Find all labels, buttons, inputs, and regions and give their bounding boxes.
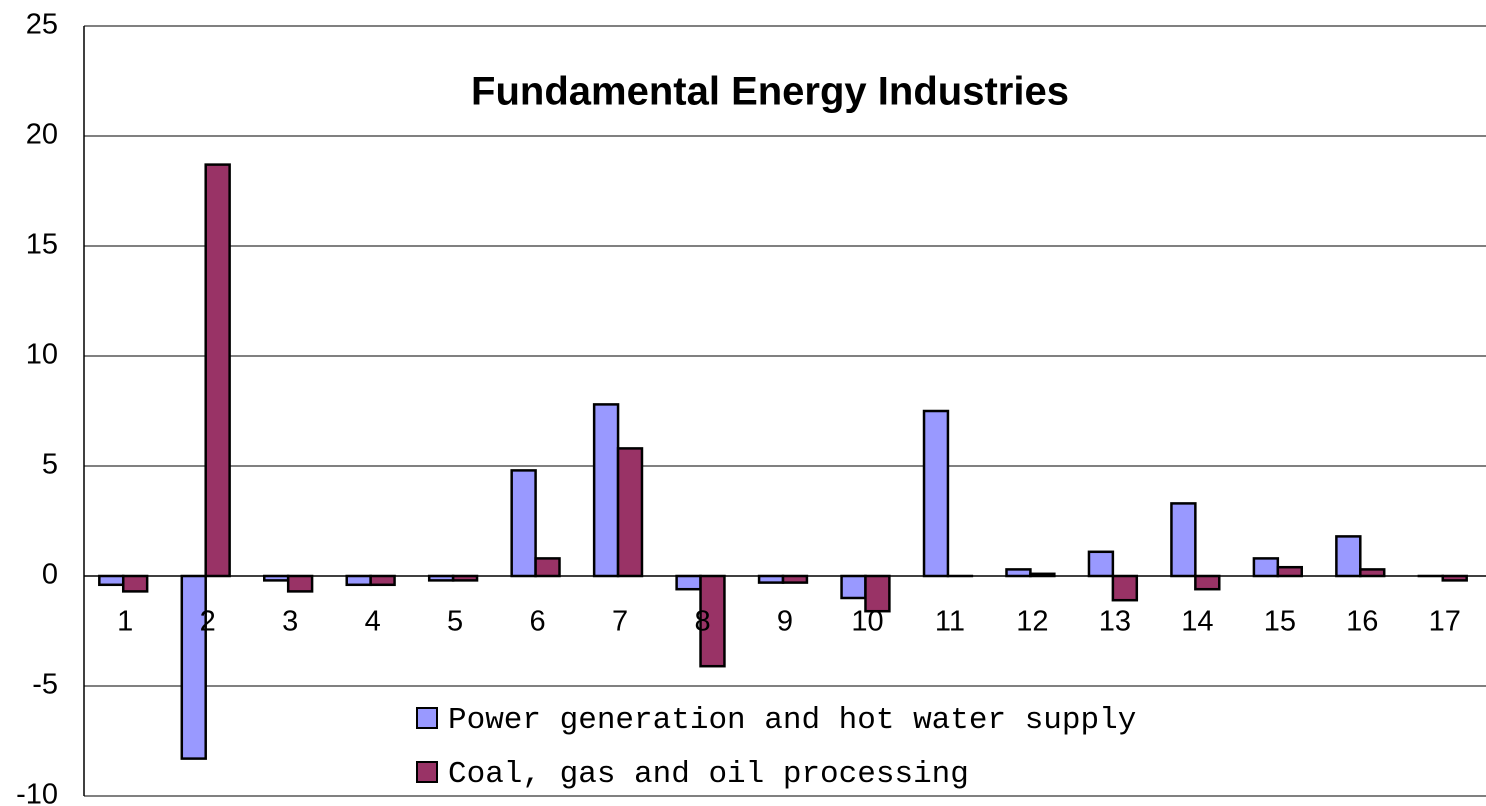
x-tick-label: 11 [935,606,965,638]
y-tick-label: 20 [26,119,58,151]
bar [121,574,149,593]
y-tick-label: 0 [42,559,58,591]
bar [98,574,125,587]
x-tick-label: 1 [117,606,133,638]
legend-label: Coal, gas and oil processing [448,757,969,792]
bar [204,163,231,578]
x-tick-label: 17 [1429,606,1461,638]
x-tick-label: 9 [777,606,793,638]
x-tick-label: 7 [612,606,628,638]
bar [1252,557,1280,578]
x-tick-label: 13 [1099,606,1131,638]
x-tick-label: 14 [1181,606,1213,638]
bar [1111,574,1139,602]
legend-label: Power generation and hot water supply [448,703,1136,738]
bar [922,409,950,578]
y-tick-label: -10 [16,779,58,806]
bar [616,447,644,578]
x-tick-label: 4 [365,606,381,638]
bar [757,574,785,584]
bar [592,403,620,578]
bar [534,557,561,578]
x-tick-label: 15 [1264,606,1296,638]
x-tick-label: 10 [851,606,883,638]
x-tick-label: 16 [1346,606,1378,638]
x-tick-label: 3 [282,606,298,638]
x-tick-label: 8 [694,606,710,638]
bar [1005,568,1032,578]
x-tick-label: 12 [1016,606,1048,638]
bar [1359,568,1386,578]
bar [1170,502,1197,578]
bar [1335,535,1362,578]
bar [510,469,537,578]
bar [369,574,396,587]
bar [286,574,314,593]
bar [345,574,372,587]
bar [675,574,702,591]
bar [1087,550,1115,578]
x-tick-label: 2 [200,606,216,638]
y-tick-label: -5 [32,669,58,701]
legend-swatch [416,761,438,783]
y-tick-label: 15 [26,229,58,261]
y-tick-label: 10 [26,339,58,371]
x-tick-label: 6 [530,606,546,638]
bar [1276,565,1303,578]
bar [1194,574,1221,591]
legend-swatch [416,707,438,729]
bar [840,574,867,600]
x-tick-label: 5 [447,606,463,638]
bar [180,574,207,760]
chart-title: Fundamental Energy Industries [471,70,1069,114]
y-tick-label: 5 [42,449,58,481]
bar [781,574,809,584]
y-tick-label: 25 [26,9,58,41]
